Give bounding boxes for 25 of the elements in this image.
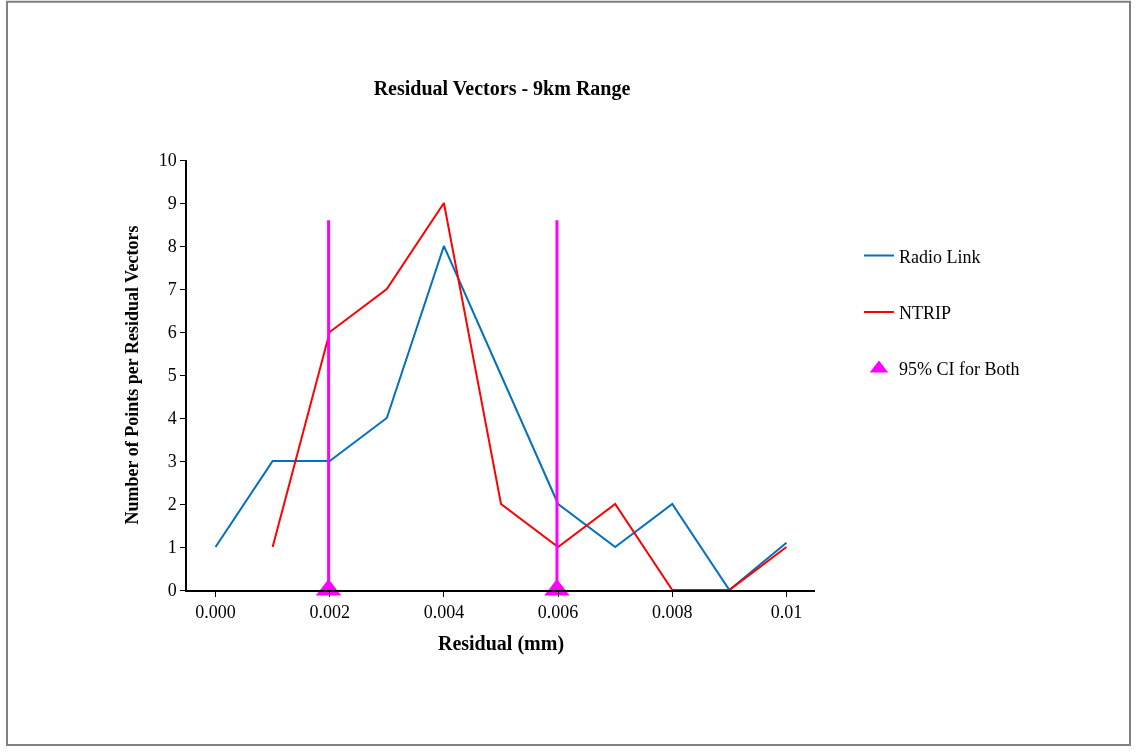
- line-series: [214, 245, 788, 590]
- x-tick-label: 0.004: [423, 602, 465, 623]
- y-tick-label: 10: [158, 150, 177, 171]
- y-tick-label: 9: [167, 193, 177, 214]
- x-tick-label: 0.01: [770, 602, 803, 623]
- legend-label: Radio Link: [898, 246, 981, 267]
- legend-label: 95% CI for Both: [898, 359, 1020, 380]
- y-axis-title: Number of Points per Residual Vectors: [122, 225, 143, 525]
- line-series: [271, 202, 788, 590]
- y-tick-label: 5: [167, 365, 177, 386]
- x-axis-title: Residual (mm): [437, 632, 565, 656]
- x-tick-label: 0.002: [309, 602, 350, 623]
- y-tick-label: 7: [167, 279, 177, 300]
- y-tick-label: 4: [167, 408, 177, 429]
- y-tick-label: 0: [167, 580, 177, 601]
- y-tick-label: 2: [167, 494, 177, 515]
- y-tick-label: 1: [167, 537, 177, 558]
- x-tick-label: 0.008: [652, 602, 693, 623]
- y-tick-label: 3: [167, 451, 177, 472]
- y-tick-label: 6: [167, 322, 177, 343]
- legend-label: NTRIP: [898, 303, 951, 324]
- x-tick-label: 0.000: [195, 602, 236, 623]
- x-tick-label: 0.006: [537, 602, 579, 623]
- chart-title: Residual Vectors - 9km Range: [373, 77, 631, 100]
- y-tick-label: 8: [167, 236, 177, 257]
